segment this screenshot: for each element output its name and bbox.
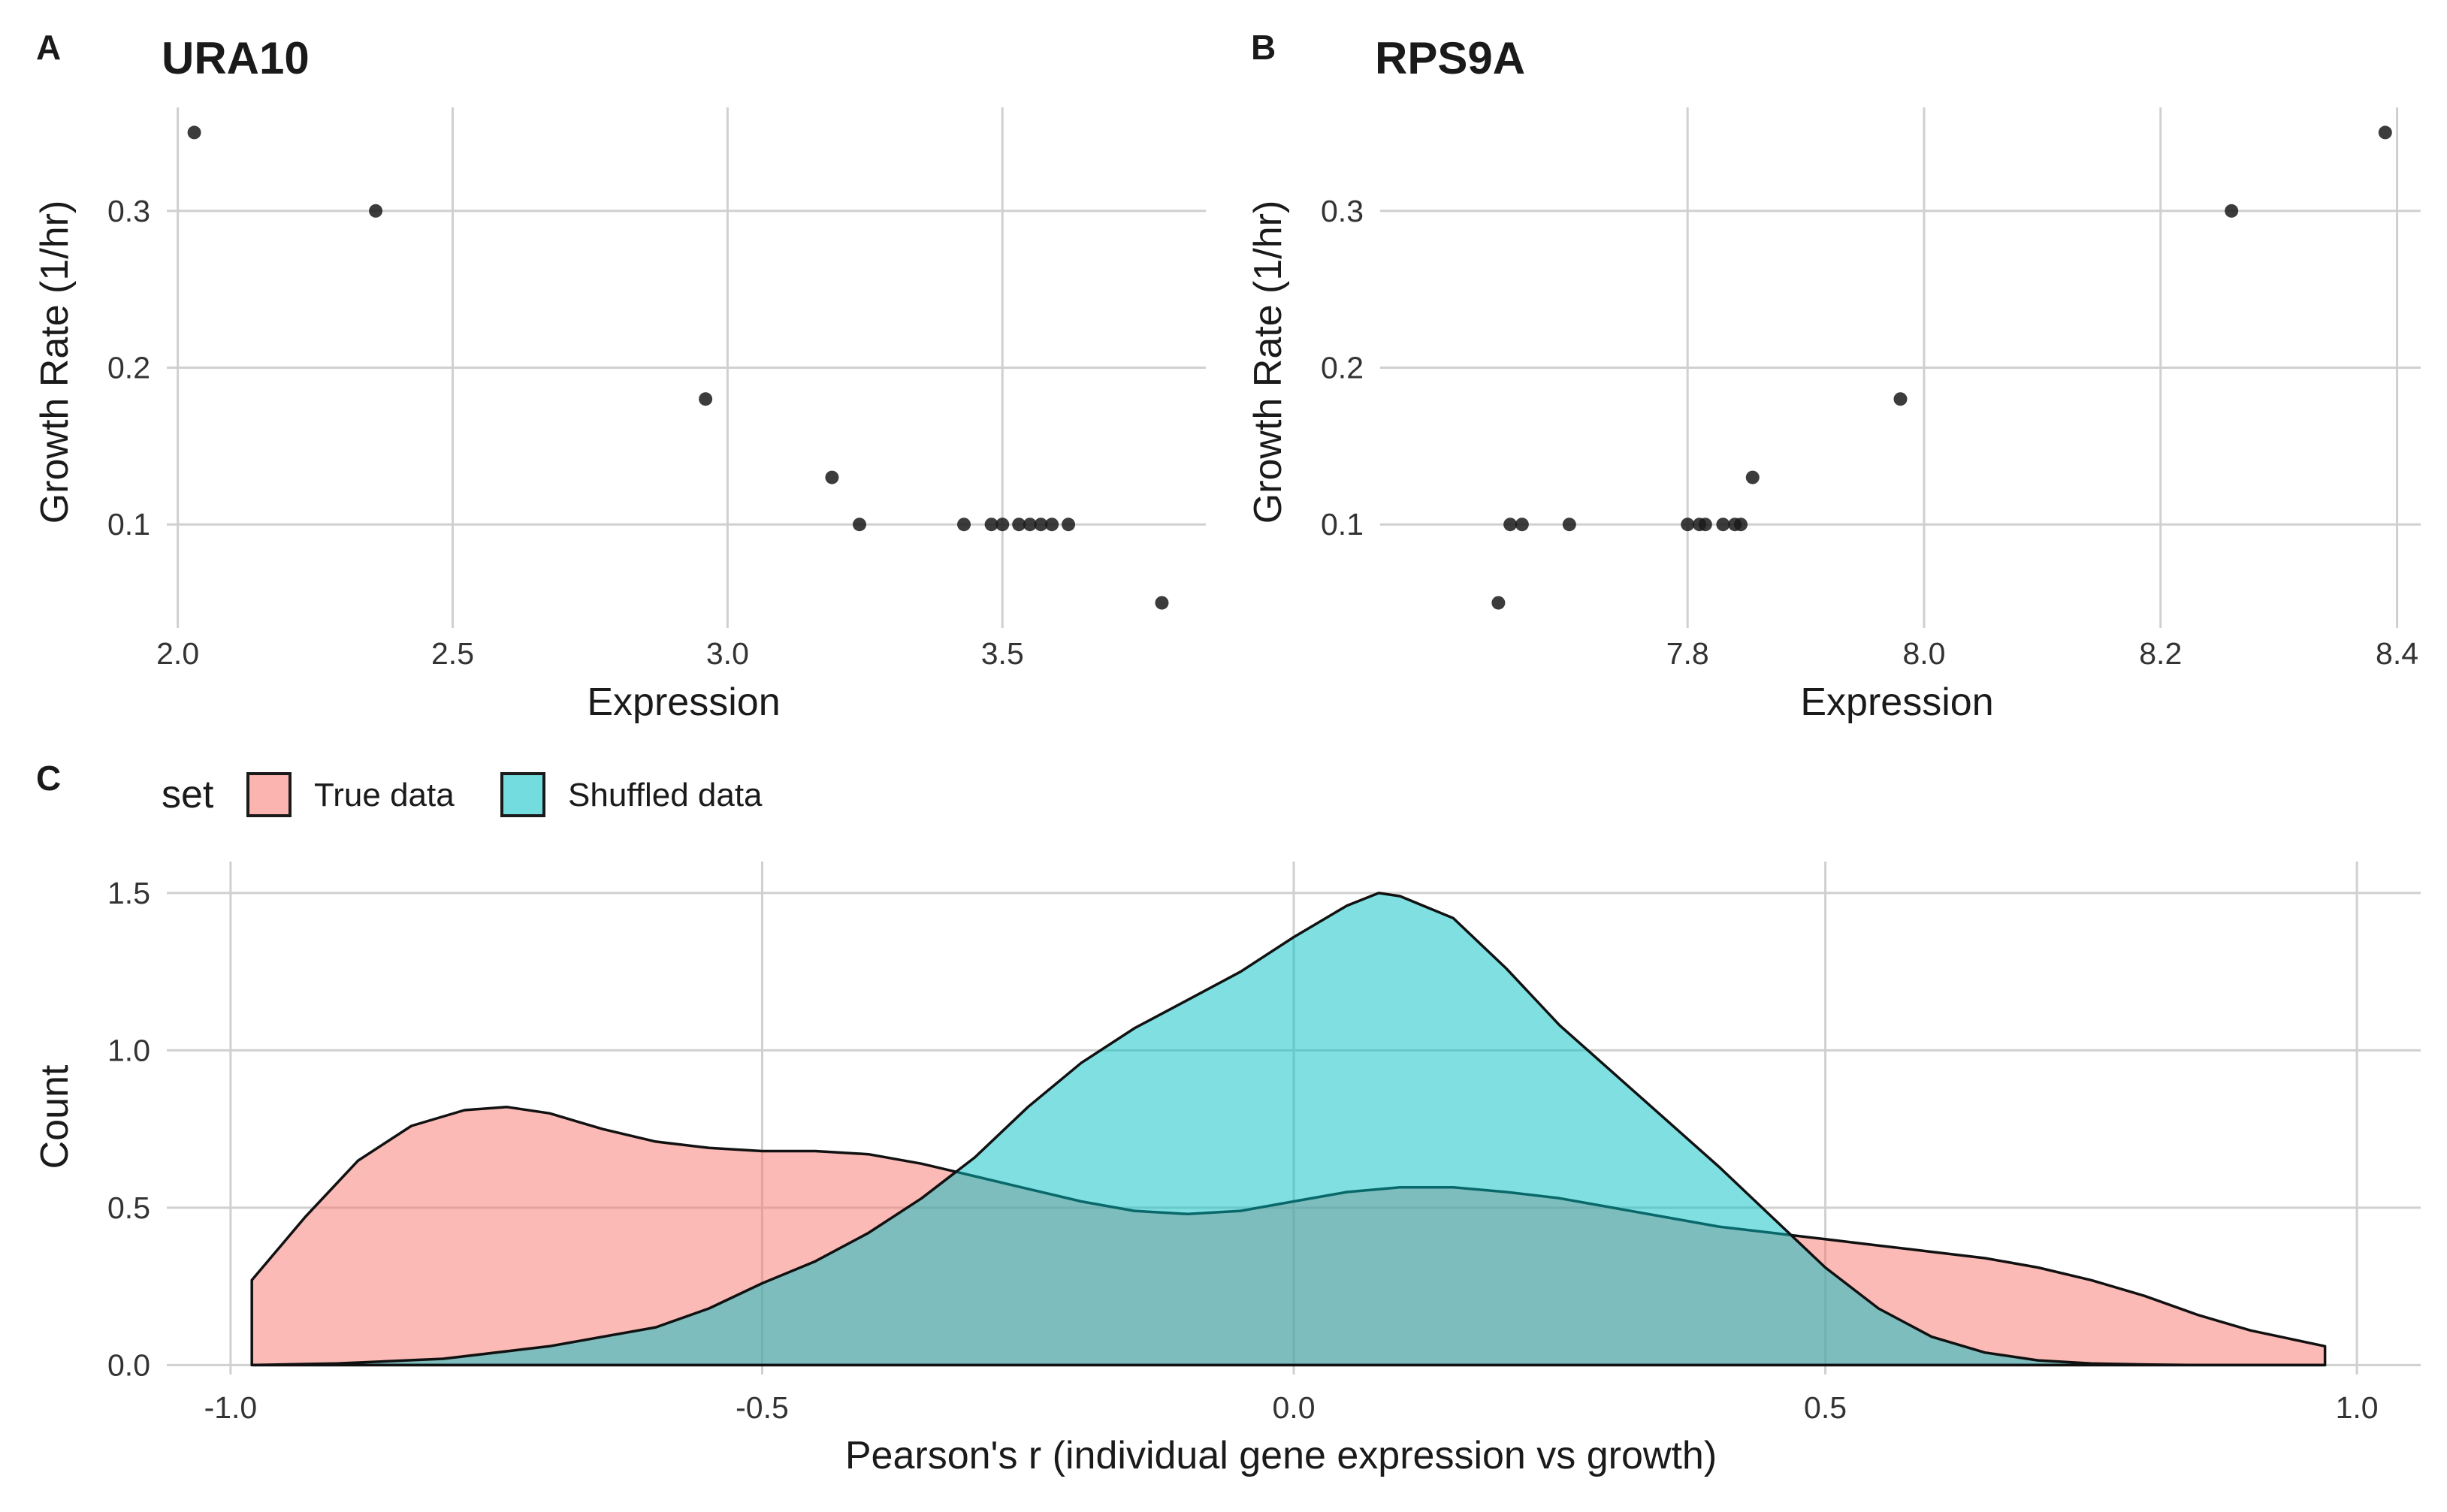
x-tick-label: 3.5	[981, 636, 1024, 671]
panel-b-grid	[1380, 107, 2421, 628]
x-tick-label: 1.0	[2336, 1390, 2379, 1425]
panel-b-points	[1491, 125, 2392, 610]
scatter-point	[1716, 518, 1730, 532]
legend-title: set	[162, 773, 214, 816]
panel-a-points	[187, 125, 1169, 610]
legend-label-shuffled-data: Shuffled data	[568, 777, 763, 813]
scatter-point	[699, 392, 713, 406]
x-tick-label: -1.0	[204, 1390, 258, 1425]
y-tick-label: 0.2	[1321, 351, 1364, 385]
panel-c-y-label: Count	[33, 1064, 77, 1169]
scatter-point	[187, 125, 201, 140]
scatter-point	[1491, 596, 1506, 610]
panel-b-title: RPS9A	[1375, 33, 1525, 83]
x-tick-label: 0.5	[1804, 1390, 1847, 1425]
panel-c-x-ticks: -1.0 -0.5 0.0 0.5 1.0	[204, 1390, 2379, 1425]
x-tick-label: 8.0	[1902, 636, 1945, 671]
scatter-point	[1503, 518, 1518, 532]
panel-c: C set True data Shuffled data -1.0 -0.5 0.…	[33, 759, 2421, 1477]
x-tick-label: 0.0	[1273, 1390, 1316, 1425]
scatter-point	[995, 518, 1010, 532]
panel-c-y-ticks: 0.0 0.5 1.0 1.5	[107, 876, 150, 1383]
x-tick-label: 7.8	[1666, 636, 1709, 671]
scatter-point	[369, 204, 383, 218]
legend: set True data Shuffled data	[162, 772, 763, 817]
legend-label-true-data: True data	[314, 777, 455, 813]
scatter-point	[984, 518, 998, 532]
panel-a-tag: A	[36, 28, 61, 67]
scatter-point	[1698, 518, 1712, 532]
scatter-point	[1562, 518, 1576, 532]
x-tick-label: 2.5	[431, 636, 474, 671]
scatter-point	[1734, 518, 1748, 532]
legend-key-true-data	[246, 772, 292, 817]
panel-a-x-label: Expression	[587, 681, 780, 724]
y-tick-label: 0.2	[107, 351, 150, 385]
panel-a: A URA10 2.0 2.5 3.0 3.5 0.1 0.2 0.3 Expressio…	[33, 28, 1206, 724]
x-tick-label: 8.4	[2376, 636, 2418, 671]
panel-b-tag: B	[1251, 28, 1276, 67]
density-area-shuffled-data	[250, 892, 2327, 1367]
scatter-point	[2225, 204, 2239, 218]
panel-a-y-label: Growth Rate (1/hr)	[33, 201, 77, 524]
scatter-point	[853, 518, 866, 532]
y-tick-label: 1.5	[107, 876, 150, 910]
scatter-point	[1155, 596, 1169, 610]
scatter-point	[1745, 470, 1760, 484]
scatter-point	[957, 518, 971, 532]
panel-c-x-label: Pearson's r (individual gene expression …	[845, 1434, 1717, 1477]
scatter-point	[1515, 518, 1529, 532]
panel-a-title: URA10	[162, 33, 310, 83]
scatter-point	[825, 470, 839, 484]
panel-b-x-ticks: 7.8 8.0 8.2 8.4	[1666, 636, 2418, 671]
y-tick-label: 0.0	[107, 1348, 150, 1382]
y-tick-label: 0.1	[107, 507, 150, 542]
panel-b-y-ticks: 0.1 0.2 0.3	[1321, 194, 1364, 542]
scatter-point	[1062, 518, 1076, 532]
y-tick-label: 1.0	[107, 1033, 150, 1067]
x-tick-label: -0.5	[736, 1390, 789, 1425]
x-tick-label: 8.2	[2139, 636, 2182, 671]
legend-key-shuffled-data	[500, 772, 545, 817]
x-tick-label: 3.0	[706, 636, 749, 671]
scatter-point	[1012, 518, 1026, 532]
panel-a-y-ticks: 0.1 0.2 0.3	[107, 194, 150, 542]
y-tick-label: 0.3	[107, 194, 150, 228]
scatter-point	[1893, 392, 1908, 406]
y-tick-label: 0.3	[1321, 194, 1364, 228]
y-tick-label: 0.1	[1321, 507, 1364, 542]
scatter-point	[1034, 518, 1048, 532]
panel-b-x-label: Expression	[1800, 681, 1993, 724]
panel-b-y-label: Growth Rate (1/hr)	[1246, 201, 1290, 524]
scatter-point	[2378, 125, 2392, 140]
panel-c-density-areas	[250, 892, 2327, 1367]
panel-b: B RPS9A 7.8 8.0 8.2 8.4 0.1 0.2 0.3 Expressio…	[1246, 28, 2421, 724]
scatter-point	[1045, 518, 1059, 532]
y-tick-label: 0.5	[107, 1191, 150, 1225]
scatter-point	[1681, 518, 1695, 532]
panel-a-x-ticks: 2.0 2.5 3.0 3.5	[156, 636, 1024, 671]
panel-c-tag: C	[36, 759, 61, 798]
x-tick-label: 2.0	[156, 636, 199, 671]
scatter-point	[1023, 518, 1037, 532]
panel-a-grid	[167, 107, 1206, 628]
